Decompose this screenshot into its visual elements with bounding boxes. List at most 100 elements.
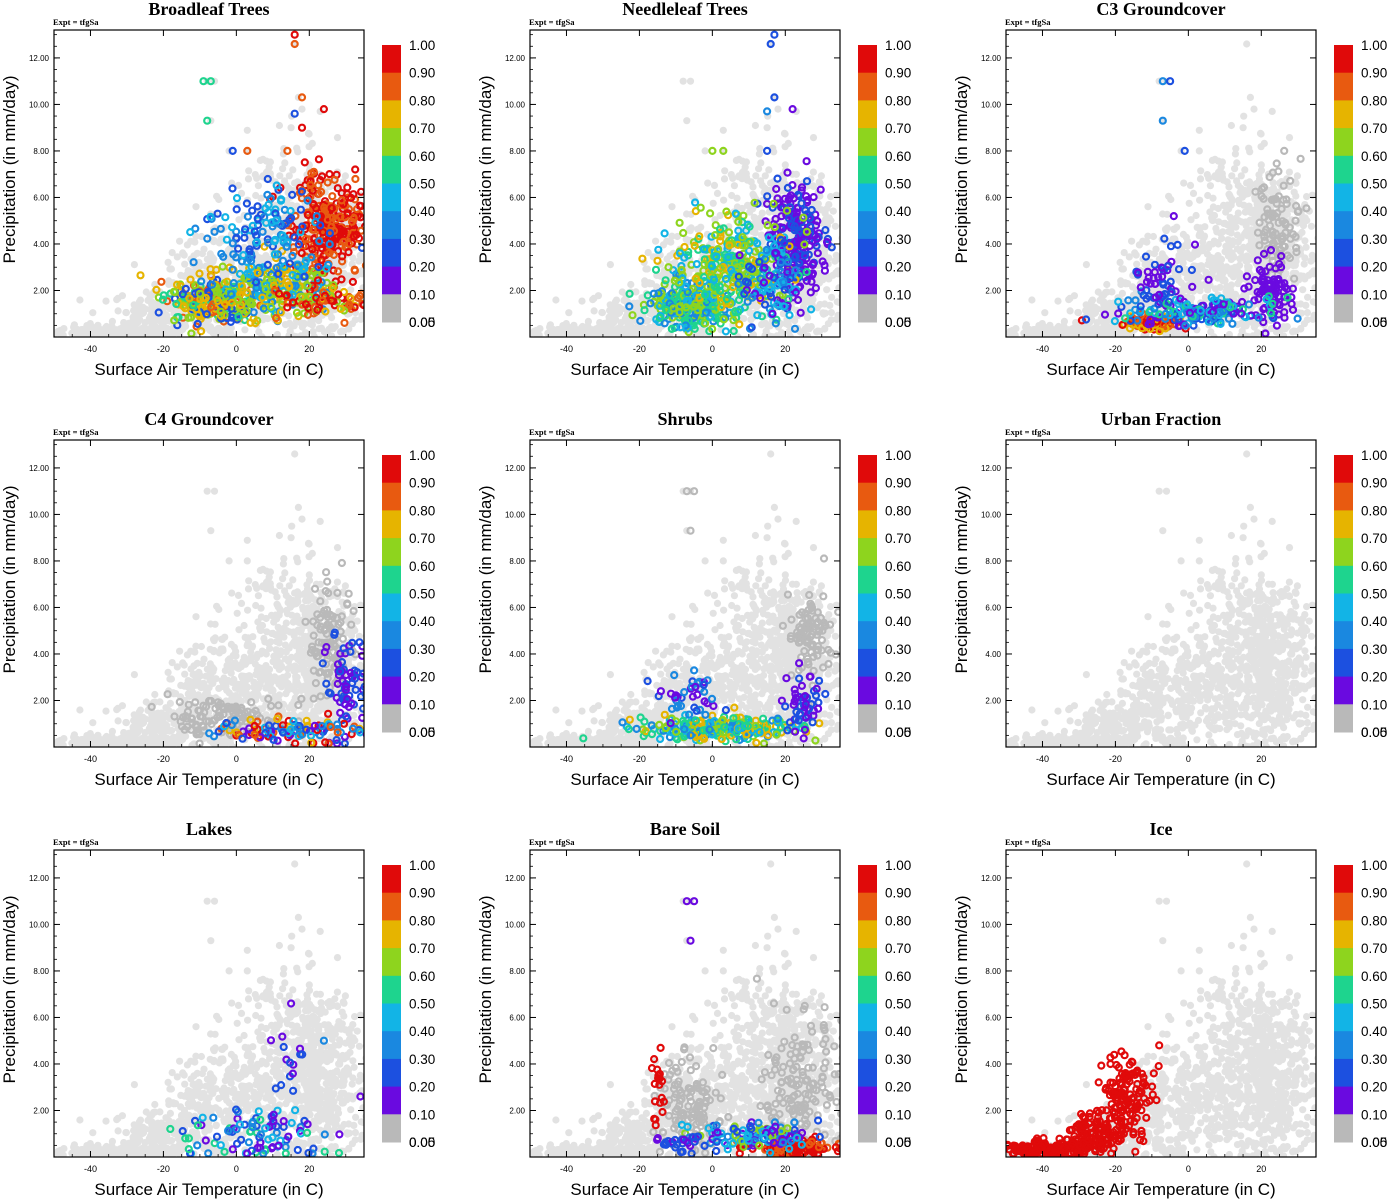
data-point — [773, 300, 782, 309]
background-point — [756, 223, 764, 231]
background-point — [819, 309, 827, 317]
colorbar-swatch — [382, 183, 401, 212]
panel-broadleaf-trees: -40 -20 0 202.004.006.008.0010.0012.00Broad… — [0, 0, 435, 379]
data-point — [195, 269, 204, 278]
background-point — [120, 319, 128, 327]
background-point — [294, 148, 302, 156]
data-point — [197, 327, 206, 336]
data-point — [253, 268, 262, 277]
background-point — [628, 332, 636, 337]
data-point — [317, 187, 326, 196]
background-point — [780, 129, 789, 137]
data-point — [722, 294, 732, 304]
background-point — [792, 107, 800, 115]
data-point — [297, 248, 306, 258]
background-point — [1006, 332, 1009, 337]
background-point — [1012, 325, 1020, 333]
data-point — [813, 249, 822, 258]
background-point — [831, 222, 840, 230]
data-point — [791, 285, 800, 294]
background-point — [191, 238, 199, 246]
data-point — [783, 183, 793, 192]
background-point — [206, 250, 214, 258]
background-point — [741, 163, 749, 171]
background-point — [163, 312, 171, 320]
background-point — [573, 333, 581, 337]
background-point — [54, 327, 62, 336]
data-point — [691, 299, 700, 308]
data-point — [808, 260, 818, 270]
data-point — [692, 260, 701, 269]
background-point — [846, 303, 853, 310]
colorbar-swatch — [382, 211, 401, 240]
data-point — [374, 303, 380, 309]
data-point — [779, 278, 788, 287]
data-point — [713, 245, 723, 254]
data-point — [792, 203, 802, 213]
data-point — [191, 281, 200, 290]
data-point — [263, 260, 272, 269]
background-point — [254, 253, 262, 261]
background-point — [751, 229, 759, 237]
x-tick-label: 0 — [234, 344, 239, 354]
data-point — [753, 311, 762, 320]
background-point — [1023, 331, 1031, 337]
background-point — [817, 172, 826, 180]
data-point — [682, 307, 692, 316]
background-point — [609, 325, 617, 333]
background-point — [661, 270, 670, 278]
scatter-points — [530, 30, 853, 337]
data-point — [343, 190, 352, 199]
background-point — [358, 311, 364, 319]
background-point — [210, 238, 218, 246]
data-point — [653, 256, 662, 265]
data-point — [791, 252, 800, 261]
background-point — [750, 191, 758, 199]
background-point — [54, 332, 57, 337]
data-point — [708, 146, 717, 155]
data-point — [283, 303, 292, 312]
plot-frame — [53, 29, 365, 338]
background-point — [97, 333, 105, 337]
background-point — [668, 203, 676, 211]
background-point — [664, 331, 672, 337]
background-point — [257, 194, 265, 202]
background-point — [729, 174, 737, 182]
data-point — [222, 235, 231, 244]
colorbar-label: 1.00 — [409, 38, 435, 53]
data-point — [785, 242, 794, 251]
background-point — [612, 315, 620, 324]
data-point — [318, 296, 327, 305]
background-point — [781, 143, 789, 151]
data-point — [274, 269, 283, 278]
data-point — [792, 208, 801, 217]
data-point — [795, 259, 804, 268]
background-point — [70, 321, 78, 329]
background-point — [627, 280, 635, 289]
data-point — [661, 276, 670, 285]
data-point — [189, 300, 198, 310]
data-point — [172, 299, 181, 309]
background-point — [683, 117, 691, 125]
background-point — [146, 305, 154, 313]
background-point — [291, 179, 299, 187]
data-point — [729, 326, 738, 336]
data-point — [802, 177, 812, 186]
background-point — [584, 329, 592, 337]
data-point — [649, 289, 658, 298]
data-point — [806, 288, 815, 297]
data-point — [802, 157, 811, 166]
background-point — [133, 325, 141, 333]
data-point — [271, 205, 280, 214]
background-point — [842, 247, 849, 254]
background-point — [728, 191, 736, 200]
data-point — [680, 316, 690, 325]
data-point — [679, 228, 688, 238]
data-point — [302, 221, 311, 230]
background-point — [832, 269, 840, 277]
background-point — [621, 314, 629, 323]
data-point — [660, 319, 669, 328]
background-point — [698, 326, 706, 334]
data-point — [186, 228, 195, 237]
